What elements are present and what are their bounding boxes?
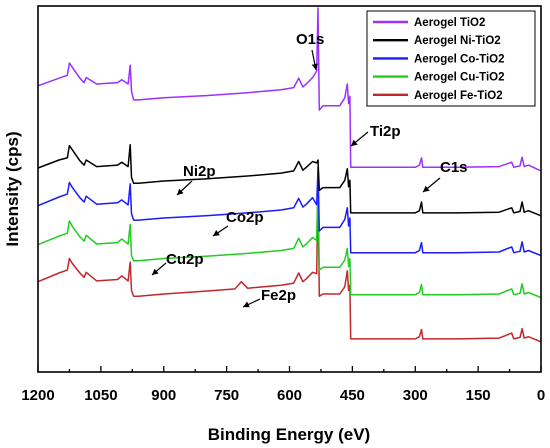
peak-label-o1s: O1s xyxy=(296,31,324,48)
peak-arrowhead-co2p xyxy=(213,230,220,236)
peak-label-ti2p: Ti2p xyxy=(370,123,401,140)
peak-arrowhead-ti2p xyxy=(351,139,358,146)
x-tick-label-0: 0 xyxy=(537,387,545,404)
peak-arrowhead-c1s xyxy=(423,185,430,192)
x-tick-label-750: 750 xyxy=(214,387,239,404)
peak-label-cu2p: Cu2p xyxy=(166,251,204,268)
series-line-aerogel-tio2 xyxy=(37,7,542,172)
legend: Aerogel TiO2 Aerogel Ni-TiO2 Aerogel Co-Ti… xyxy=(366,10,536,107)
peak-label-fe2p: Fe2p xyxy=(261,287,296,304)
x-tick-label-1050: 1050 xyxy=(84,387,117,404)
series-line-aerogel-co-tio2 xyxy=(37,166,542,257)
series-layer xyxy=(37,7,542,343)
legend-label-aerogel-tio2: Aerogel TiO2 xyxy=(414,17,485,29)
peak-label-co2p: Co2p xyxy=(226,209,264,226)
peak-annotations: O1s Ti2p C1s Ni2p Co2p Cu2p Fe2p xyxy=(151,31,468,308)
x-tick-label-1200: 1200 xyxy=(21,387,54,404)
legend-label-aerogel-co-tio2: Aerogel Co-TiO2 xyxy=(414,53,505,65)
x-axis-ticks: 1200 1050 900 750 600 450 300 150 0 xyxy=(21,366,545,404)
series-line-aerogel-fe-tio2 xyxy=(37,181,542,343)
x-tick-label-600: 600 xyxy=(277,387,302,404)
peak-arrowhead-cu2p xyxy=(152,268,159,275)
x-axis-title: Binding Energy (eV) xyxy=(208,425,370,444)
x-tick-label-150: 150 xyxy=(466,387,491,404)
peak-arrowhead-ni2p xyxy=(177,188,184,195)
legend-label-aerogel-cu-tio2: Aerogel Cu-TiO2 xyxy=(414,72,505,84)
legend-label-aerogel-fe-tio2: Aerogel Fe-TiO2 xyxy=(414,90,503,102)
x-tick-label-450: 450 xyxy=(340,387,365,404)
peak-arrowhead-o1s xyxy=(311,63,318,70)
series-line-aerogel-cu-tio2 xyxy=(37,173,542,299)
legend-label-aerogel-ni-tio2: Aerogel Ni-TiO2 xyxy=(414,35,501,47)
series-line-aerogel-ni-tio2 xyxy=(37,144,542,217)
y-axis-title: Intensity (cps) xyxy=(3,131,22,246)
peak-label-ni2p: Ni2p xyxy=(183,163,216,180)
peak-label-c1s: C1s xyxy=(440,159,468,176)
x-tick-label-900: 900 xyxy=(151,387,176,404)
x-tick-label-300: 300 xyxy=(403,387,428,404)
peak-arrowhead-fe2p xyxy=(243,301,250,308)
